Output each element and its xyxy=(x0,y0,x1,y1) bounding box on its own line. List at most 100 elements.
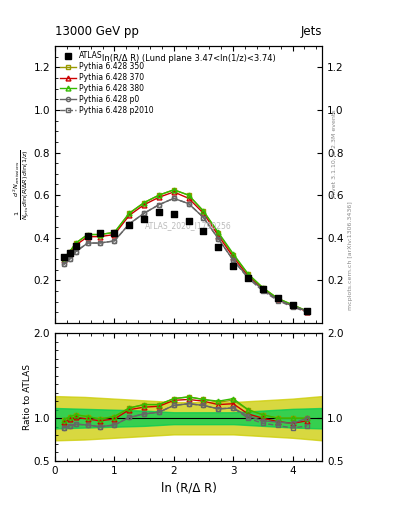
Pythia 6.428 p0 xyxy=(171,195,176,201)
Text: ATLAS_2020_I1790256: ATLAS_2020_I1790256 xyxy=(145,222,232,230)
Pythia 6.428 350 xyxy=(62,255,66,261)
Pythia 6.428 380 xyxy=(142,200,147,206)
Pythia 6.428 380 xyxy=(156,192,161,198)
ATLAS xyxy=(275,294,281,303)
Pythia 6.428 370 xyxy=(112,231,117,238)
Pythia 6.428 p2010 xyxy=(305,309,310,315)
Line: Pythia 6.428 p2010: Pythia 6.428 p2010 xyxy=(62,196,310,314)
Pythia 6.428 p0 xyxy=(127,221,132,227)
Pythia 6.428 350 xyxy=(156,192,161,198)
Line: Pythia 6.428 350: Pythia 6.428 350 xyxy=(61,187,310,314)
Pythia 6.428 370 xyxy=(201,210,206,216)
Pythia 6.428 p0 xyxy=(305,308,310,314)
Pythia 6.428 p2010 xyxy=(127,221,132,227)
ATLAS xyxy=(84,231,91,240)
Pythia 6.428 p2010 xyxy=(216,236,221,242)
Pythia 6.428 380 xyxy=(68,248,72,254)
Pythia 6.428 380 xyxy=(201,208,206,214)
Pythia 6.428 p0 xyxy=(246,274,250,280)
ATLAS xyxy=(215,243,222,251)
Pythia 6.428 p2010 xyxy=(275,297,280,304)
Pythia 6.428 380 xyxy=(216,229,221,236)
Pythia 6.428 p0 xyxy=(68,256,72,262)
Pythia 6.428 370 xyxy=(216,232,221,239)
Text: Rivet 3.1.10, ≥ 2.3M events: Rivet 3.1.10, ≥ 2.3M events xyxy=(332,110,337,198)
Line: Pythia 6.428 p0: Pythia 6.428 p0 xyxy=(62,196,310,313)
Pythia 6.428 350 xyxy=(142,200,147,206)
Pythia 6.428 p2010 xyxy=(85,240,90,246)
Pythia 6.428 p2010 xyxy=(231,257,235,263)
Pythia 6.428 350 xyxy=(112,229,117,236)
ATLAS xyxy=(111,229,118,238)
Pythia 6.428 p2010 xyxy=(246,275,250,281)
Pythia 6.428 350 xyxy=(261,285,265,291)
Pythia 6.428 370 xyxy=(305,309,310,315)
ATLAS xyxy=(73,242,79,250)
Pythia 6.428 350 xyxy=(127,210,132,216)
ATLAS xyxy=(126,221,132,229)
Pythia 6.428 380 xyxy=(85,231,90,238)
Pythia 6.428 370 xyxy=(246,273,250,279)
Pythia 6.428 380 xyxy=(97,231,102,238)
ATLAS xyxy=(185,217,192,225)
Text: ln(R/Δ R) (Lund plane 3.47<ln(1/z)<3.74): ln(R/Δ R) (Lund plane 3.47<ln(1/z)<3.74) xyxy=(102,54,275,63)
Pythia 6.428 p0 xyxy=(275,296,280,303)
Pythia 6.428 p0 xyxy=(85,240,90,246)
Pythia 6.428 380 xyxy=(186,192,191,198)
Pythia 6.428 380 xyxy=(290,302,295,308)
Pythia 6.428 370 xyxy=(85,233,90,240)
Pythia 6.428 380 xyxy=(73,240,78,246)
Pythia 6.428 p0 xyxy=(142,210,147,216)
Pythia 6.428 370 xyxy=(62,257,66,263)
ATLAS xyxy=(245,274,251,282)
Line: Pythia 6.428 370: Pythia 6.428 370 xyxy=(61,189,310,314)
ATLAS xyxy=(96,229,103,238)
Pythia 6.428 370 xyxy=(97,233,102,240)
Text: mcplots.cern.ch [arXiv:1306.3436]: mcplots.cern.ch [arXiv:1306.3436] xyxy=(348,202,353,310)
Pythia 6.428 p2010 xyxy=(156,202,161,208)
Pythia 6.428 350 xyxy=(275,295,280,302)
Pythia 6.428 p2010 xyxy=(97,240,102,246)
Pythia 6.428 350 xyxy=(216,230,221,237)
Pythia 6.428 p2010 xyxy=(201,215,206,221)
Pythia 6.428 380 xyxy=(171,187,176,193)
ATLAS xyxy=(230,262,236,270)
Text: Jets: Jets xyxy=(301,26,322,38)
Pythia 6.428 p0 xyxy=(216,236,221,242)
Pythia 6.428 370 xyxy=(290,303,295,309)
Pythia 6.428 380 xyxy=(127,210,132,216)
Pythia 6.428 350 xyxy=(246,271,250,277)
Pythia 6.428 p2010 xyxy=(112,238,117,244)
Pythia 6.428 p0 xyxy=(231,257,235,263)
Pythia 6.428 p0 xyxy=(73,248,78,254)
Text: 13000 GeV pp: 13000 GeV pp xyxy=(55,26,139,38)
Pythia 6.428 p2010 xyxy=(290,304,295,310)
Pythia 6.428 370 xyxy=(275,296,280,303)
Pythia 6.428 370 xyxy=(231,254,235,260)
ATLAS xyxy=(304,307,310,315)
Pythia 6.428 350 xyxy=(305,308,310,314)
ATLAS xyxy=(260,285,266,293)
ATLAS xyxy=(156,208,162,216)
Pythia 6.428 p0 xyxy=(290,303,295,309)
Pythia 6.428 380 xyxy=(305,308,310,314)
ATLAS xyxy=(67,248,73,257)
Pythia 6.428 380 xyxy=(261,285,265,291)
Pythia 6.428 350 xyxy=(97,231,102,238)
Y-axis label: $\frac{1}{N_{jets}}\frac{d^2 N_{emissions}}{d\ln(R/\Delta R)\,d\ln(1/z)}$: $\frac{1}{N_{jets}}\frac{d^2 N_{emission… xyxy=(11,149,32,220)
ATLAS xyxy=(200,227,207,236)
Pythia 6.428 380 xyxy=(246,271,250,277)
Pythia 6.428 370 xyxy=(261,286,265,292)
Y-axis label: Ratio to ATLAS: Ratio to ATLAS xyxy=(23,364,32,430)
Pythia 6.428 350 xyxy=(85,231,90,238)
Pythia 6.428 p0 xyxy=(97,240,102,246)
Pythia 6.428 370 xyxy=(156,194,161,200)
Pythia 6.428 350 xyxy=(231,252,235,258)
Pythia 6.428 p0 xyxy=(186,201,191,207)
ATLAS xyxy=(289,301,296,309)
Pythia 6.428 380 xyxy=(62,255,66,261)
Pythia 6.428 350 xyxy=(290,302,295,308)
Pythia 6.428 p2010 xyxy=(186,201,191,207)
Pythia 6.428 p0 xyxy=(201,215,206,221)
Line: Pythia 6.428 380: Pythia 6.428 380 xyxy=(61,187,310,314)
